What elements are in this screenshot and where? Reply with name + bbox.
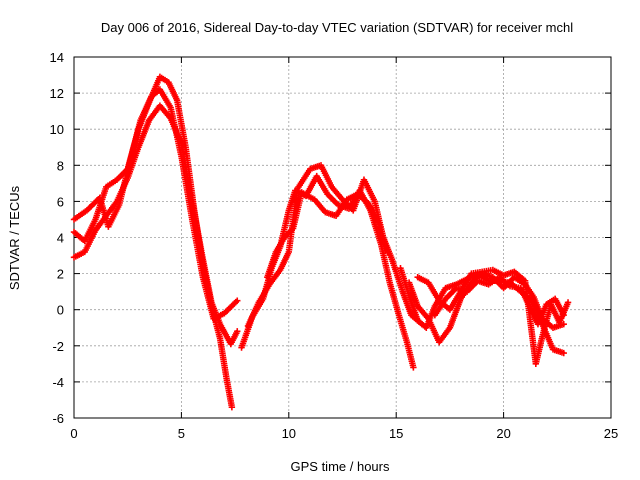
series-track-d (238, 172, 417, 371)
series-track-a (70, 73, 236, 411)
tick-labels: 0 5 10 15 20 25 -6 -4 -2 0 2 4 6 8 10 12 14 (50, 50, 619, 441)
y-tick-label: 10 (50, 122, 64, 137)
x-tick-label: 5 (178, 426, 185, 441)
y-tick-label: 4 (57, 231, 64, 246)
y-tick-label: -2 (52, 339, 64, 354)
y-tick-label: 6 (57, 194, 64, 209)
y-tick-label: 12 (50, 86, 64, 101)
data-point (560, 311, 567, 319)
data-point (234, 297, 241, 304)
data-marks (70, 73, 572, 411)
y-tick-label: -4 (52, 375, 64, 390)
y-tick-label: -6 (52, 411, 64, 426)
data-point (234, 328, 241, 335)
series-track-f (264, 189, 391, 281)
data-point (560, 349, 567, 357)
y-tick-label: 0 (57, 303, 64, 318)
axes (73, 56, 612, 419)
data-point (410, 364, 417, 371)
x-axis-label: GPS time / hours (291, 459, 390, 474)
x-tick-label: 0 (70, 426, 77, 441)
y-tick-label: 8 (57, 158, 64, 173)
y-axis-label: SDTVAR / TECUs (7, 185, 22, 290)
data-point (560, 320, 567, 328)
series-track-b (70, 102, 241, 348)
data-point (564, 299, 572, 306)
grid (74, 57, 611, 418)
series-track-j (431, 274, 567, 328)
series-track-e (244, 162, 426, 330)
data-point (228, 403, 236, 411)
series-track-c (70, 86, 241, 322)
chart-title: Day 006 of 2016, Sidereal Day-to-day VTE… (101, 20, 573, 35)
y-tick-label: 2 (57, 267, 64, 282)
x-tick-label: 10 (282, 426, 296, 441)
x-tick-label: 25 (604, 426, 618, 441)
y-tick-label: 14 (50, 50, 64, 65)
data-point (384, 248, 391, 256)
x-tick-label: 15 (389, 426, 403, 441)
x-tick-label: 20 (496, 426, 510, 441)
